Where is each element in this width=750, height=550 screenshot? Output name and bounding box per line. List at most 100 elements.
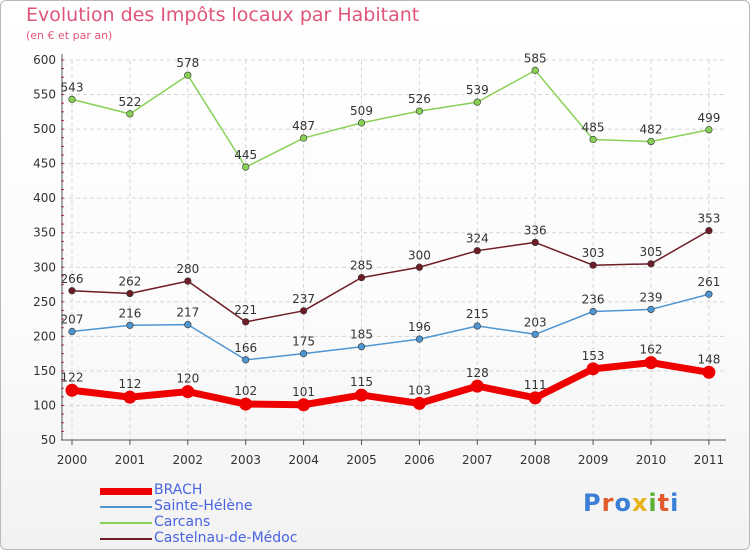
chart-title: Evolution des Impôts locaux par Habitant (26, 4, 420, 26)
data-label: 215 (466, 307, 489, 321)
data-point (705, 126, 713, 134)
data-point (412, 396, 426, 410)
data-label: 266 (61, 272, 84, 286)
data-labels: 543 522 578 445 487 509 526 539 585 485 482 499 266 2… (61, 51, 721, 398)
data-label: 196 (408, 320, 431, 334)
data-label: 103 (408, 383, 431, 397)
data-label: 585 (524, 51, 547, 65)
x-tick-label: 2008 (520, 453, 551, 467)
x-tick-label: 2001 (115, 453, 146, 467)
legend-label: Castelnau-de-Médoc (154, 530, 298, 546)
data-point (473, 247, 481, 255)
data-label: 185 (350, 328, 373, 342)
data-point (586, 362, 600, 376)
data-point (242, 163, 250, 171)
data-label: 236 (582, 292, 605, 306)
data-label: 166 (234, 341, 257, 355)
data-point (473, 98, 481, 106)
data-label: 111 (524, 378, 547, 392)
data-point (123, 390, 137, 404)
data-point (68, 327, 76, 336)
data-point (300, 134, 308, 142)
data-point (126, 110, 134, 118)
data-point (242, 318, 250, 326)
logo-letter: o (614, 489, 632, 517)
data-point (357, 274, 366, 282)
data-label: 175 (292, 335, 315, 349)
data-point (531, 330, 539, 338)
data-label: 280 (176, 262, 199, 276)
y-tick-label: 550 (33, 88, 56, 102)
x-tick-label: 2011 (694, 453, 725, 467)
x-tick-label: 2004 (288, 453, 319, 467)
data-point (297, 398, 311, 412)
data-point (184, 71, 192, 79)
legend-swatch (100, 538, 152, 540)
series-lines (65, 66, 716, 412)
data-label: 101 (292, 385, 315, 399)
data-label: 303 (582, 246, 605, 260)
data-label: 543 (61, 80, 84, 94)
y-tick-label: 250 (33, 295, 56, 309)
y-tick-label: 150 (33, 364, 56, 378)
data-point (181, 385, 195, 399)
data-label: 102 (234, 384, 257, 398)
axes: 50 100 150 200 250 300 350 400 450 500 550 600 2000 2… (33, 53, 726, 467)
data-point (528, 391, 542, 405)
y-tick-label: 50 (41, 433, 56, 447)
x-tick-label: 2010 (636, 453, 667, 467)
data-label: 120 (176, 372, 199, 386)
series-line (71, 69, 710, 168)
data-label: 353 (697, 212, 720, 226)
data-point (589, 307, 597, 316)
logo-letter: i (670, 489, 680, 517)
data-point (68, 287, 76, 295)
data-label: 203 (524, 315, 547, 329)
data-point (184, 321, 192, 329)
data-point (647, 137, 655, 146)
data-point (357, 119, 366, 127)
data-label: 207 (61, 313, 84, 327)
data-label: 526 (408, 92, 431, 106)
data-point (705, 290, 713, 298)
data-label: 300 (408, 248, 431, 262)
logo-letter: r (601, 489, 615, 517)
x-tick-label: 2003 (230, 453, 261, 467)
data-label: 522 (118, 95, 141, 109)
y-tick-label: 400 (33, 191, 56, 205)
data-point (644, 356, 658, 370)
data-label: 285 (350, 259, 373, 273)
series-line (71, 293, 710, 361)
grid-lines (62, 59, 726, 441)
chart-subtitle: (en € et par an) (26, 29, 113, 42)
data-label: 336 (524, 223, 547, 237)
data-label: 128 (466, 366, 489, 380)
data-point (126, 289, 134, 298)
data-point (415, 107, 424, 115)
y-tick-label: 500 (33, 122, 56, 136)
x-tick-label: 2005 (346, 453, 377, 467)
data-point (470, 379, 484, 393)
data-label: 115 (350, 375, 373, 389)
data-label: 305 (640, 245, 663, 259)
data-label: 148 (697, 352, 720, 366)
data-point (705, 227, 713, 235)
data-label: 485 (582, 120, 605, 134)
data-label: 324 (466, 232, 489, 246)
data-point (473, 322, 481, 330)
data-point (126, 321, 134, 329)
data-point (65, 383, 79, 397)
data-label: 153 (582, 349, 605, 363)
data-label: 221 (234, 303, 257, 317)
data-label: 482 (640, 123, 663, 137)
data-label: 499 (697, 111, 720, 125)
x-tick-label: 2009 (578, 453, 609, 467)
y-tick-label: 200 (33, 329, 56, 343)
data-point (184, 277, 192, 285)
series-line (71, 230, 710, 323)
data-label: 122 (61, 370, 84, 384)
x-tick-label: 2006 (404, 453, 435, 467)
data-point (702, 365, 716, 379)
data-point (531, 66, 539, 74)
